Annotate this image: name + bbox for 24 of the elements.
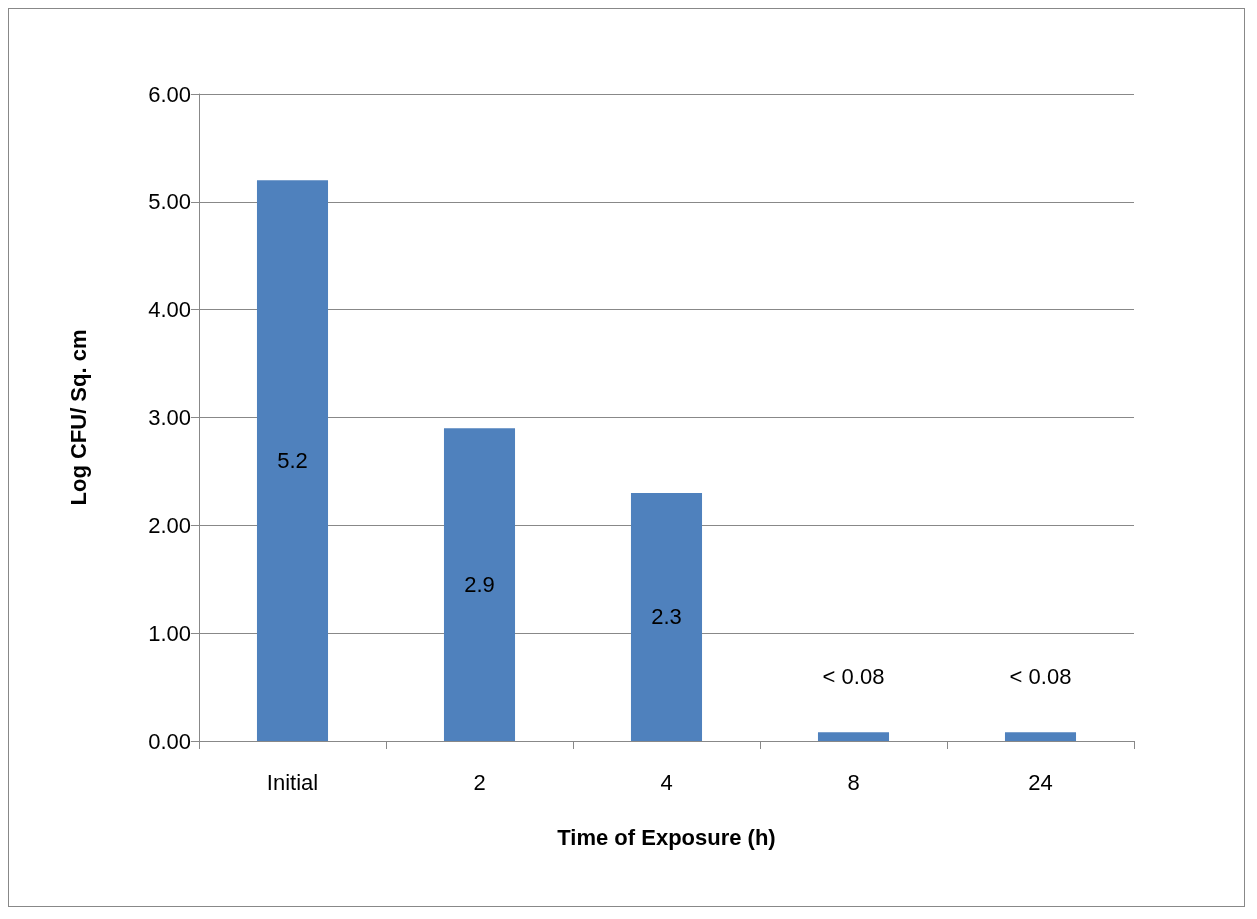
- bar: [443, 428, 516, 741]
- x-tick-label: 2: [473, 769, 486, 795]
- y-tick-label: 1.00: [148, 620, 191, 646]
- data-label: 2.3: [651, 604, 682, 630]
- y-tick-label: 0.00: [148, 728, 191, 754]
- y-tick-label: 3.00: [148, 405, 191, 430]
- data-label: < 0.08: [822, 663, 885, 689]
- x-tick-label: 24: [1028, 769, 1053, 795]
- x-axis-title: Time of Exposure (h): [557, 824, 776, 850]
- y-axis-title: Log CFU/ Sq. cm: [65, 329, 91, 506]
- x-tick-label: 4: [660, 769, 673, 795]
- data-label: 2.9: [464, 572, 495, 598]
- bar: [256, 180, 329, 741]
- bar: [1004, 732, 1077, 741]
- data-label: 5.2: [277, 448, 308, 474]
- x-tick-label: Initial: [266, 769, 319, 795]
- data-label: < 0.08: [1009, 663, 1072, 689]
- bar: [630, 492, 703, 741]
- y-tick-label: 5.00: [148, 189, 191, 215]
- x-tick-label: 8: [847, 769, 860, 795]
- y-tick-label: 6.00: [148, 81, 191, 107]
- y-tick-label: 2.00: [148, 512, 191, 538]
- bar: [817, 732, 890, 741]
- y-tick-label: 4.00: [148, 297, 191, 323]
